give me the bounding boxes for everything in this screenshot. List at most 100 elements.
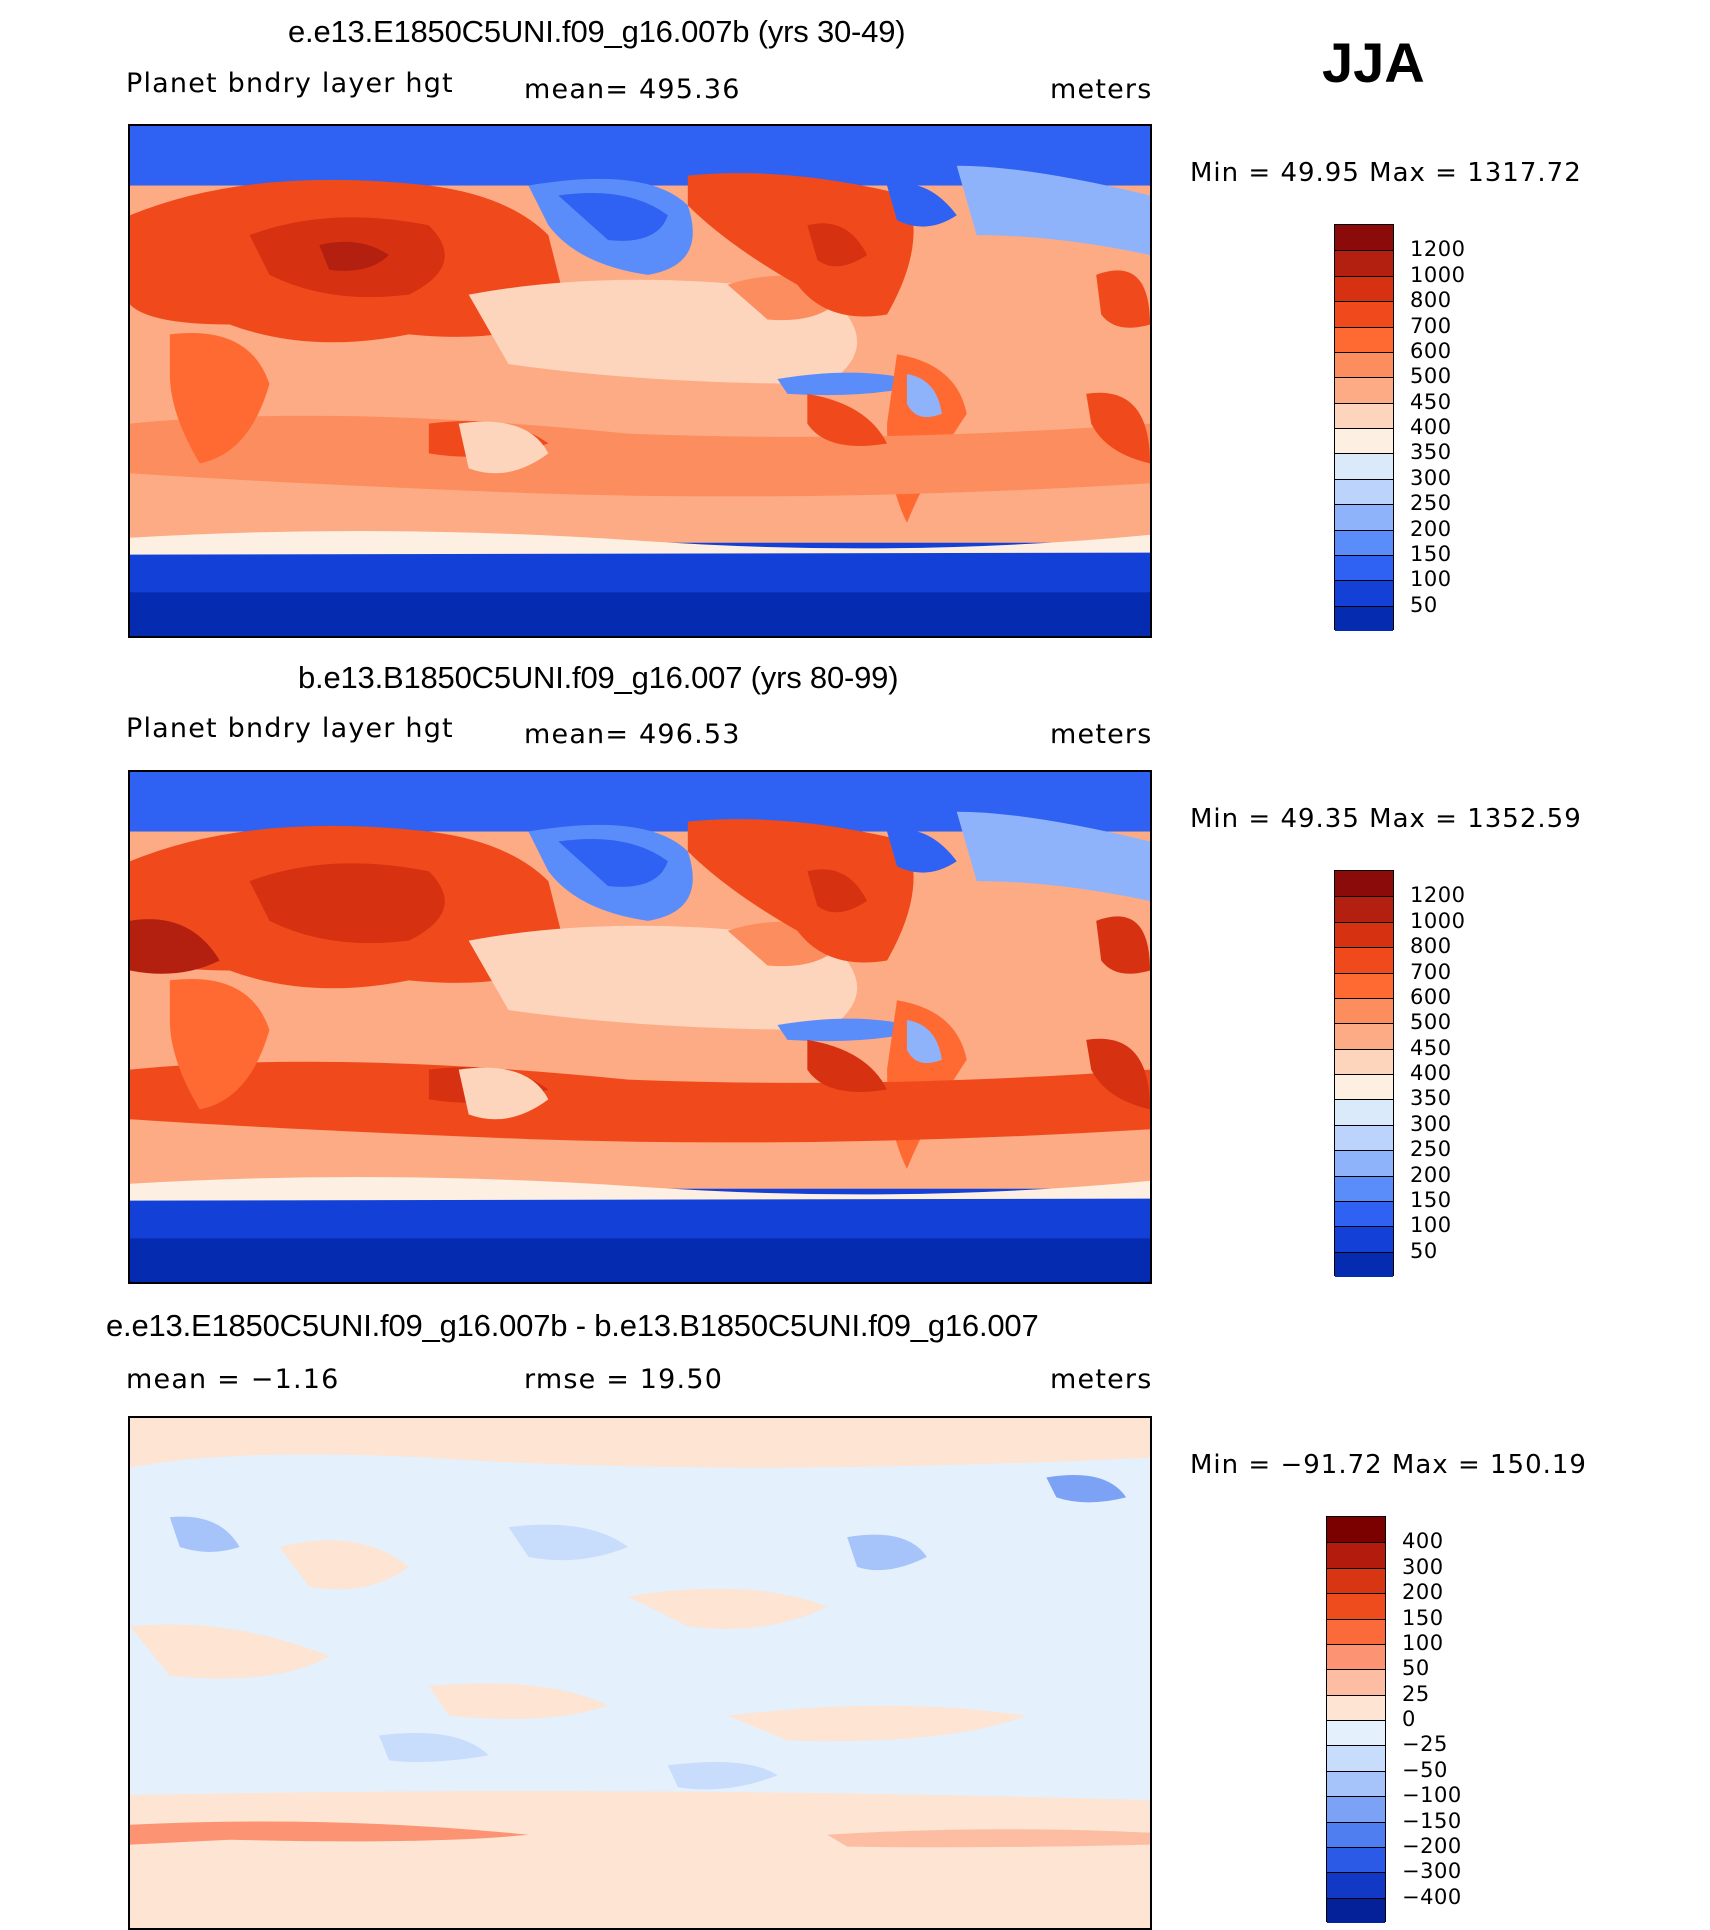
colorbar-segment	[1335, 947, 1393, 973]
colorbar-tick-label: 400	[1410, 1061, 1452, 1085]
colorbar-segment	[1335, 1023, 1393, 1049]
colorbar-tick-label: 150	[1402, 1605, 1444, 1630]
colorbar-tick-label: 350	[1410, 440, 1452, 465]
panel1-units-label: meters	[1050, 74, 1153, 105]
colorbar-segment	[1335, 529, 1393, 555]
colorbar-segment	[1335, 871, 1393, 897]
colorbar-tick-label: 450	[1410, 1035, 1452, 1060]
colorbar-tick-label: 50	[1410, 1238, 1438, 1263]
colorbar-segment	[1335, 225, 1393, 251]
colorbar-tick-label: 25	[1402, 1681, 1430, 1706]
colorbar-tick-label: 200	[1410, 1162, 1452, 1187]
colorbar-segment	[1327, 1643, 1385, 1670]
colorbar-tick-label: 1200	[1410, 237, 1466, 262]
panel2-colorbar-box	[1334, 870, 1394, 1277]
panel1-map	[128, 124, 1152, 638]
colorbar-segment	[1335, 504, 1393, 530]
colorbar-tick-label: 800	[1410, 934, 1452, 959]
panel1-colorbar: 1200 1000 800 700 600 500 450 400 350 300 250 200 15…	[1334, 224, 1534, 631]
colorbar-segment	[1327, 1517, 1385, 1543]
colorbar-segment	[1335, 972, 1393, 998]
colorbar-segment	[1335, 1226, 1393, 1252]
colorbar-tick-label: 800	[1410, 288, 1452, 313]
panel3-title: e.e13.E1850C5UNI.f09_g16.007b - b.e13.B1…	[106, 1308, 1039, 1343]
colorbar-segment	[1335, 428, 1393, 454]
colorbar-tick-label: 150	[1410, 541, 1452, 566]
colorbar-segment	[1327, 1821, 1385, 1847]
colorbar-segment	[1335, 1074, 1393, 1100]
colorbar-segment	[1335, 377, 1393, 403]
colorbar-tick-label: 1000	[1410, 262, 1466, 287]
colorbar-tick-label: 150	[1410, 1187, 1452, 1212]
season-label: JJA	[1322, 31, 1425, 94]
panel3-map	[128, 1416, 1152, 1930]
colorbar-tick-label: 700	[1410, 313, 1452, 338]
panel1-title: e.e13.E1850C5UNI.f09_g16.007b (yrs 30-49…	[288, 14, 906, 49]
colorbar-segment	[1335, 478, 1393, 505]
panel3-minmax-label: Min = −91.72 Max = 150.19	[1190, 1450, 1587, 1480]
colorbar-tick-label: 350	[1410, 1086, 1452, 1111]
colorbar-segment	[1335, 554, 1393, 581]
colorbar-segment	[1335, 1251, 1393, 1277]
colorbar-tick-label: 300	[1410, 1111, 1452, 1136]
colorbar-tick-label: 250	[1410, 491, 1452, 516]
colorbar-tick-label: 100	[1410, 567, 1452, 592]
panel3-map-svg	[130, 1418, 1150, 1928]
colorbar-tick-label: −150	[1402, 1808, 1462, 1833]
colorbar-segment	[1327, 1618, 1385, 1644]
colorbar-tick-label: 1200	[1410, 883, 1466, 908]
colorbar-segment	[1327, 1745, 1385, 1771]
colorbar-tick-label: 200	[1402, 1580, 1444, 1605]
colorbar-segment	[1335, 921, 1393, 948]
colorbar-tick-label: 50	[1402, 1656, 1430, 1681]
colorbar-tick-label: 600	[1410, 338, 1452, 363]
colorbar-segment	[1335, 301, 1393, 327]
panel2-title: b.e13.B1850C5UNI.f09_g16.007 (yrs 80-99)	[298, 660, 899, 695]
colorbar-tick-label: 50	[1410, 592, 1438, 617]
colorbar-tick-label: 1000	[1410, 908, 1466, 933]
panel2-map	[128, 770, 1152, 1284]
colorbar-tick-label: 400	[1402, 1529, 1444, 1554]
colorbar-tick-label: 300	[1402, 1554, 1444, 1579]
colorbar-tick-label: −100	[1402, 1783, 1462, 1808]
colorbar-tick-label: 400	[1410, 415, 1452, 439]
colorbar-segment	[1335, 1099, 1393, 1125]
panel3-colorbar: 400 300 200 150 100 50 25 0 −25 −50 −100 −150 −200 −3…	[1326, 1516, 1526, 1923]
colorbar-segment	[1335, 1124, 1393, 1151]
colorbar-segment	[1335, 1150, 1393, 1176]
colorbar-segment	[1327, 1796, 1385, 1822]
colorbar-segment	[1335, 997, 1393, 1024]
colorbar-segment	[1335, 402, 1393, 428]
colorbar-segment	[1335, 275, 1393, 302]
panel2-minmax-label: Min = 49.35 Max = 1352.59	[1190, 804, 1582, 834]
colorbar-tick-label: 450	[1410, 389, 1452, 414]
colorbar-tick-label: 200	[1410, 516, 1452, 541]
panel3-mean-label: mean = −1.16	[126, 1364, 340, 1395]
panel2-variable-label: Planet bndry layer hgt	[126, 713, 454, 744]
panel3-units-label: meters	[1050, 1364, 1153, 1395]
colorbar-tick-label: −400	[1402, 1884, 1462, 1909]
colorbar-tick-label: 250	[1410, 1137, 1452, 1162]
panel3-colorbar-box	[1326, 1516, 1386, 1923]
colorbar-segment	[1327, 1542, 1385, 1568]
panel1-variable-label: Planet bndry layer hgt	[126, 68, 454, 99]
colorbar-segment	[1335, 1175, 1393, 1201]
colorbar-segment	[1327, 1593, 1385, 1619]
colorbar-tick-label: 500	[1410, 1010, 1452, 1035]
colorbar-segment	[1335, 605, 1393, 631]
colorbar-segment	[1327, 1694, 1385, 1720]
panel2-mean-label: mean= 496.53	[524, 719, 741, 750]
panel3-rmse-label: rmse = 19.50	[524, 1364, 724, 1395]
colorbar-tick-label: −25	[1402, 1732, 1448, 1757]
colorbar-segment	[1327, 1567, 1385, 1594]
colorbar-segment	[1335, 1200, 1393, 1227]
colorbar-tick-label: −200	[1402, 1833, 1462, 1858]
colorbar-tick-label: 500	[1410, 364, 1452, 389]
colorbar-segment	[1327, 1846, 1385, 1873]
colorbar-tick-label: 300	[1410, 465, 1452, 490]
panel1-map-svg	[130, 126, 1150, 636]
colorbar-segment	[1327, 1669, 1385, 1695]
colorbar-segment	[1327, 1770, 1385, 1797]
colorbar-tick-label: 700	[1410, 959, 1452, 984]
panel2-colorbar: 1200 1000 800 700 600 500 450 400 350 300 250 200 15…	[1334, 870, 1534, 1277]
